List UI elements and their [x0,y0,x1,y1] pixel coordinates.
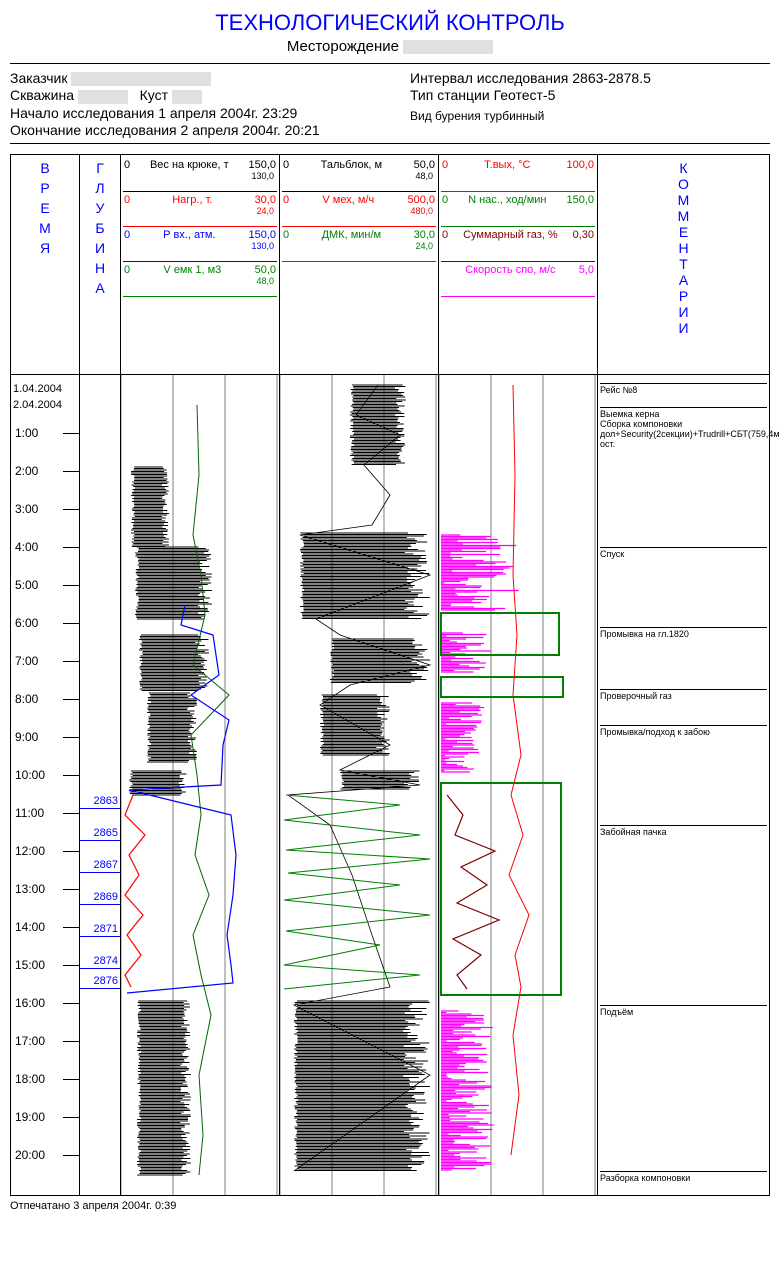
track1-header: 0Вес на крюке, т150,0130,00Нагр., т.30,0… [121,155,279,375]
track2-header: 0Тальблок, м50,048,00V мех, м/ч500,0480,… [280,155,438,375]
log-chart: ВРЕМЯ 1.04.20042.04.20041:002:003:004:00… [10,154,770,1196]
depth-header: ГЛУБИНА [80,155,120,375]
comments-header: КОММЕНТАРИИ [598,155,769,375]
page-title: ТЕХНОЛОГИЧЕСКИЙ КОНТРОЛЬ [10,10,770,36]
time-header: ВРЕМЯ [11,155,79,375]
print-footer: Отпечатано 3 апреля 2004г. 0:39 [10,1200,770,1212]
track3-header: 0Т.вых, °С100,00N нас., ход/мин150,00Сум… [439,155,597,375]
metadata-block: Заказчик Скважина Куст Начало исследован… [10,70,770,139]
subtitle: Месторождение [10,38,770,55]
